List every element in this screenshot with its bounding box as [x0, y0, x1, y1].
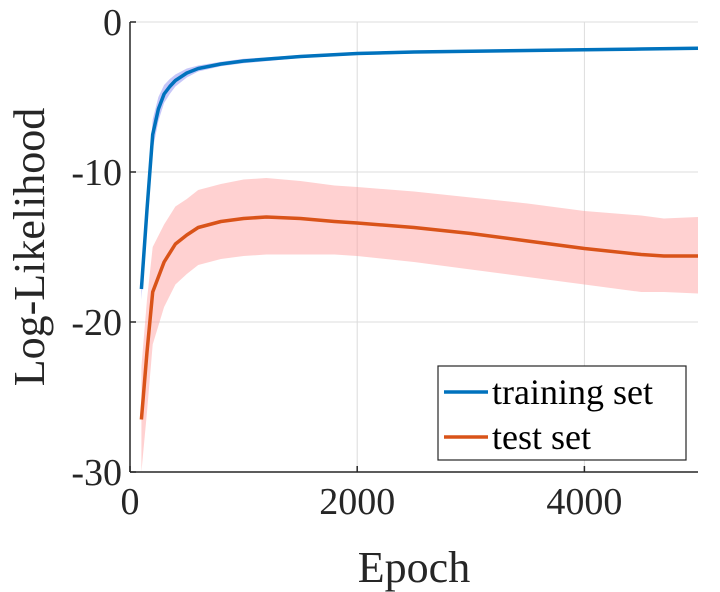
- legend-label-training: training set: [492, 372, 653, 412]
- ticks: 0 2000 4000 -30 -20 -10 0: [71, 2, 622, 523]
- x-axis-label: Epoch: [358, 543, 470, 592]
- x-tick-label: 4000: [546, 481, 622, 523]
- training-set-line: [139, 46, 699, 290]
- axes-box: [129, 22, 698, 473]
- y-tick-label: -20: [71, 302, 122, 344]
- test-set-line: [139, 215, 698, 420]
- x-tick-label: 0: [121, 481, 140, 523]
- y-tick-label: -10: [71, 152, 122, 194]
- legend-box: [437, 365, 687, 461]
- legend-label-test: test set: [492, 417, 591, 457]
- y-tick-label: -30: [71, 452, 122, 494]
- series-lines: [139, 46, 699, 420]
- y-axis-label: Log-Likelihood: [5, 108, 54, 387]
- y-tick-label: 0: [103, 2, 122, 44]
- training-set-band: [141, 46, 698, 300]
- confidence-bands: [141, 46, 698, 472]
- x-tick-label: 2000: [319, 481, 395, 523]
- test-set-band: [141, 178, 698, 472]
- legend: training set test set: [437, 365, 687, 461]
